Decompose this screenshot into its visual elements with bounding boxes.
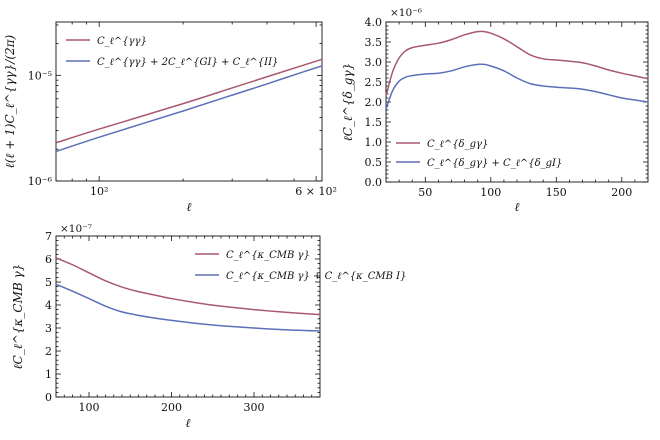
y-tick-label: 2.0 — [365, 96, 383, 109]
y-tick-label: 7 — [45, 230, 52, 243]
y-tick-label: 1.0 — [365, 136, 383, 149]
y-tick-label: 1.5 — [365, 116, 383, 129]
legend-label-2: C_ℓ^{δ_gγ} + C_ℓ^{δ_gI} — [427, 158, 562, 169]
x-axis-label: ℓ — [187, 200, 192, 214]
y-tick-label: 5 — [45, 276, 52, 289]
panel-top-right: 50 100 150 200 0.0 0.5 1.0 1.5 2.0 2.5 3.0 3.5 4.0 ×1… — [341, 7, 649, 214]
x-axis-label: ℓ — [186, 416, 191, 430]
legend-label-1: C_ℓ^{δ_gγ} — [427, 139, 488, 150]
y-tick-label: 3.0 — [365, 56, 383, 69]
y-tick-label: 3 — [45, 322, 52, 335]
y-tick-label: 10⁻⁵ — [28, 69, 52, 82]
x-tick-label: 300 — [244, 401, 265, 414]
y-offset-multiplier: ×10⁻⁷ — [60, 223, 92, 235]
x-axis-label: ℓ — [515, 200, 520, 214]
panel-top-left: 10² 6 × 10² 10⁻⁶ 10⁻⁵ ℓ ℓ(ℓ + 1)C_ℓ^{γγ}/(2π)… — [3, 21, 337, 214]
y-tick-label: 1 — [45, 368, 52, 381]
legend-label-2: C_ℓ^{γγ} + 2C_ℓ^{GI} + C_ℓ^{II} — [97, 57, 278, 68]
y-axis-label: ℓC_ℓ^{δ_gγ} — [341, 63, 355, 142]
series-line-1 — [55, 257, 321, 316]
y-tick-label: 0.5 — [365, 156, 383, 169]
y-tick-label: 6 — [45, 253, 52, 266]
series-line-2 — [385, 63, 649, 110]
y-axis-label: ℓC_ℓ^{κ_CMB γ} — [11, 264, 25, 370]
y-tick-label: 0.0 — [365, 176, 383, 189]
x-tick-label: 10² — [90, 185, 108, 198]
y-offset-multiplier: ×10⁻⁶ — [390, 7, 422, 19]
x-tick-label: 100 — [79, 401, 100, 414]
y-tick-label: 4 — [45, 299, 52, 312]
x-tick-label: 6 × 10² — [295, 185, 337, 198]
series-line-2 — [55, 65, 323, 153]
legend-label-1: C_ℓ^{κ_CMB γ} — [226, 250, 310, 261]
y-tick-label: 0 — [45, 391, 52, 404]
y-tick-label: 2.5 — [365, 76, 383, 89]
y-tick-label: 4.0 — [365, 16, 383, 29]
legend-label-2: C_ℓ^{κ_CMB γ} + C_ℓ^{κ_CMB I} — [226, 271, 406, 282]
x-tick-label: 200 — [611, 186, 632, 199]
series-line-1 — [55, 58, 323, 144]
series-line-2 — [55, 283, 321, 332]
panel-bottom-left: 100 200 300 0 1 2 3 4 5 6 7 ×10⁻⁷ ℓ ℓC_ℓ^{κ_CMB γ} C_ℓ… — [11, 223, 406, 430]
y-axis-label: ℓ(ℓ + 1)C_ℓ^{γγ}/(2π) — [3, 34, 17, 168]
legend-label-1: C_ℓ^{γγ} — [97, 36, 147, 47]
series-line-1 — [385, 30, 649, 97]
y-tick-label: 2 — [45, 345, 52, 358]
y-tick-label: 3.5 — [365, 36, 383, 49]
plot-frame — [55, 21, 323, 182]
x-tick-label: 150 — [546, 186, 567, 199]
y-tick-label: 10⁻⁶ — [28, 175, 53, 188]
x-tick-label: 200 — [161, 401, 182, 414]
x-tick-label: 100 — [480, 186, 501, 199]
x-tick-label: 50 — [418, 186, 432, 199]
